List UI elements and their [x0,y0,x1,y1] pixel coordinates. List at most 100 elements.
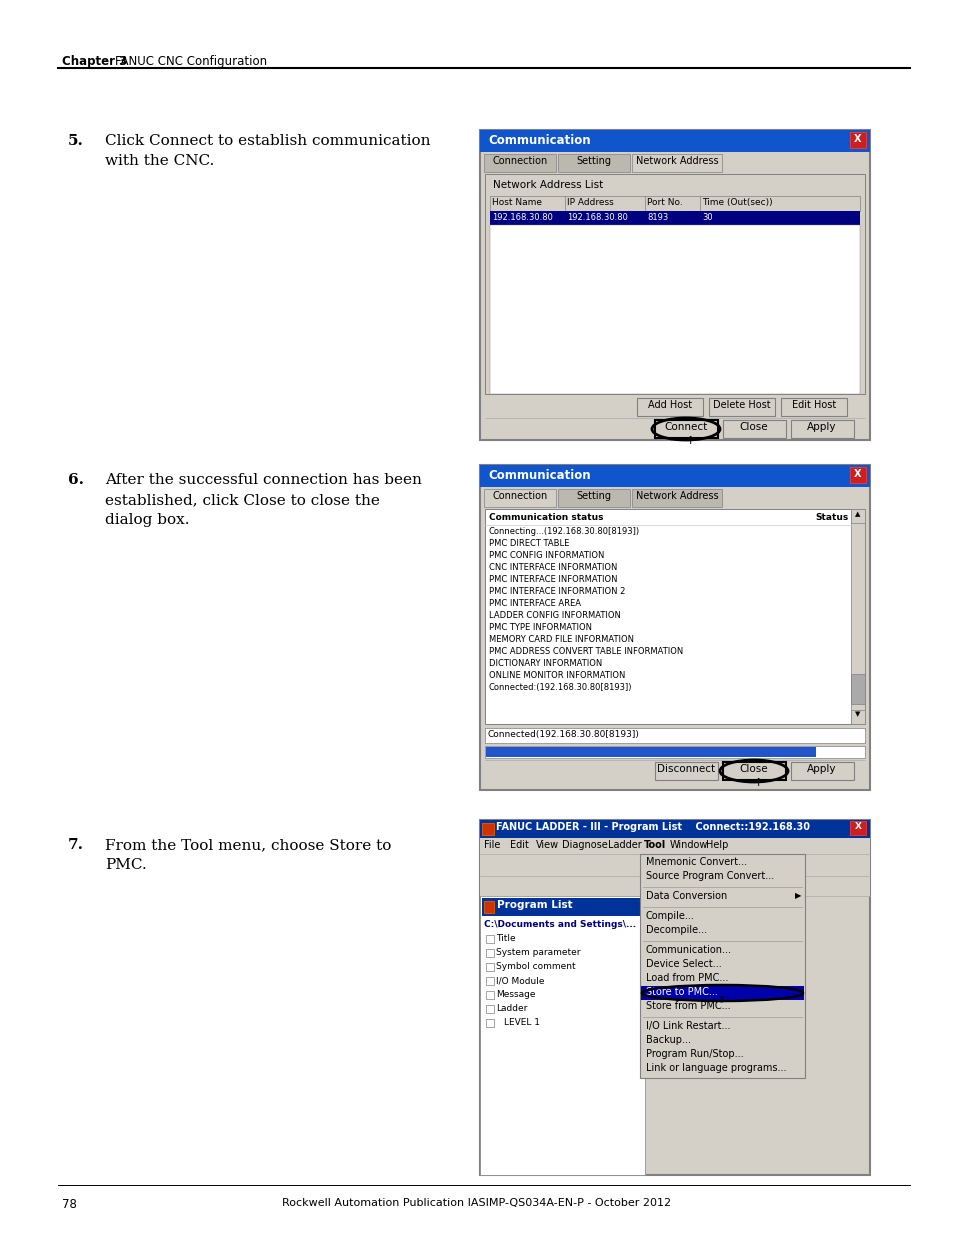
Text: PMC CONFIG INFORMATION: PMC CONFIG INFORMATION [489,551,604,559]
Bar [485,963,494,971]
Bar [850,674,864,704]
Bar [485,990,494,999]
Bar [479,130,869,440]
Text: Apply: Apply [806,422,836,432]
Bar [479,897,644,1174]
Bar [479,466,869,790]
Text: PMC INTERFACE INFORMATION: PMC INTERFACE INFORMATION [489,576,617,584]
Text: MEMORY CARD FILE INFORMATION: MEMORY CARD FILE INFORMATION [489,635,634,643]
Text: IP Address: IP Address [566,198,613,207]
Bar [484,727,864,743]
Bar [722,420,785,438]
Text: Backup...: Backup... [645,1035,690,1045]
Text: ONLINE MONITOR INFORMATION: ONLINE MONITOR INFORMATION [489,671,625,680]
Text: Ladder: Ladder [496,1004,527,1013]
Text: Rockwell Automation Publication IASIMP-QS034A-EN-P - October 2012: Rockwell Automation Publication IASIMP-Q… [282,1198,671,1208]
Bar [558,489,629,508]
Bar [485,935,494,944]
Bar [490,211,859,225]
Text: Device Select...: Device Select... [645,960,721,969]
Text: System parameter: System parameter [496,948,579,957]
Text: View: View [536,840,558,850]
Text: Tool: Tool [643,840,665,850]
Text: I/O Module: I/O Module [496,976,544,986]
Text: PMC ADDRESS CONVERT TABLE INFORMATION: PMC ADDRESS CONVERT TABLE INFORMATION [489,647,682,656]
Bar [637,398,702,416]
Bar [849,821,865,835]
Text: Time (Out(sec)): Time (Out(sec)) [701,198,772,207]
Bar [490,196,859,211]
Bar [631,489,721,508]
Text: Connect: Connect [663,422,707,432]
Text: 8193: 8193 [646,212,667,222]
Bar [484,746,864,758]
Bar [708,398,774,416]
Bar [490,225,859,394]
Text: Ladder: Ladder [607,840,641,850]
Text: LADDER CONFIG INFORMATION: LADDER CONFIG INFORMATION [489,611,620,620]
Bar [790,420,853,438]
Text: C:\Documents and Settings\...: C:\Documents and Settings\... [483,920,636,929]
Text: Communication: Communication [488,469,590,482]
Bar [485,1019,494,1028]
Text: Disconnect: Disconnect [657,764,715,774]
Text: Link or language programs...: Link or language programs... [645,1063,785,1073]
Bar [485,1005,494,1013]
Bar [850,509,864,522]
Text: 30: 30 [701,212,712,222]
Text: Port No.: Port No. [646,198,682,207]
Text: Status: Status [814,513,847,522]
Text: Program List: Program List [497,900,572,910]
Text: 5.: 5. [68,135,84,148]
Text: Click Connect to establish communication: Click Connect to establish communication [105,135,430,148]
Text: Network Address: Network Address [635,492,718,501]
Text: ▲: ▲ [855,511,860,517]
Bar [484,174,864,394]
Text: 7.: 7. [68,839,84,852]
Bar [790,762,853,781]
Text: PMC INTERFACE AREA: PMC INTERFACE AREA [489,599,580,608]
Text: File: File [483,840,500,850]
Text: Store from PMC...: Store from PMC... [645,1002,730,1011]
Text: ▶: ▶ [794,890,801,900]
Text: Communication: Communication [488,135,590,147]
Text: Program Run/Stop...: Program Run/Stop... [645,1049,742,1058]
Bar [849,132,865,148]
Text: Connection: Connection [492,492,547,501]
Text: After the successful connection has been: After the successful connection has been [105,473,421,487]
Text: Host Name: Host Name [492,198,541,207]
Bar [484,509,864,724]
Text: Load from PMC...: Load from PMC... [645,973,727,983]
Text: Setting: Setting [576,156,611,165]
Text: Help: Help [705,840,727,850]
Text: FANUC LADDER - III - Program List    Connect::192.168.30: FANUC LADDER - III - Program List Connec… [496,823,809,832]
Bar [483,902,494,913]
Bar [483,489,556,508]
Bar [479,820,869,839]
Text: Diagnose: Diagnose [561,840,607,850]
Text: PMC.: PMC. [105,858,147,872]
Text: Mnemonic Convert...: Mnemonic Convert... [645,857,746,867]
Text: Close: Close [739,422,767,432]
Bar [481,898,642,916]
Text: 192.168.30.80: 192.168.30.80 [492,212,553,222]
Text: LEVEL 1: LEVEL 1 [503,1018,539,1028]
Text: PMC INTERFACE INFORMATION 2: PMC INTERFACE INFORMATION 2 [489,587,625,597]
Bar [781,398,846,416]
Text: Network Address: Network Address [635,156,718,165]
Bar [479,820,869,1174]
Bar [485,977,494,986]
Text: ▼: ▼ [855,711,860,718]
Text: 192.168.30.80: 192.168.30.80 [566,212,627,222]
Bar [849,467,865,483]
Text: ↑: ↑ [753,778,761,788]
Bar [479,876,869,897]
Text: 78: 78 [62,1198,77,1212]
Text: Compile...: Compile... [645,911,694,921]
Text: established, click Close to close the: established, click Close to close the [105,493,379,508]
Bar [639,853,804,1078]
Text: Edit: Edit [510,840,528,850]
Bar [485,747,815,757]
Text: Communication status: Communication status [489,513,603,522]
Bar [558,154,629,172]
